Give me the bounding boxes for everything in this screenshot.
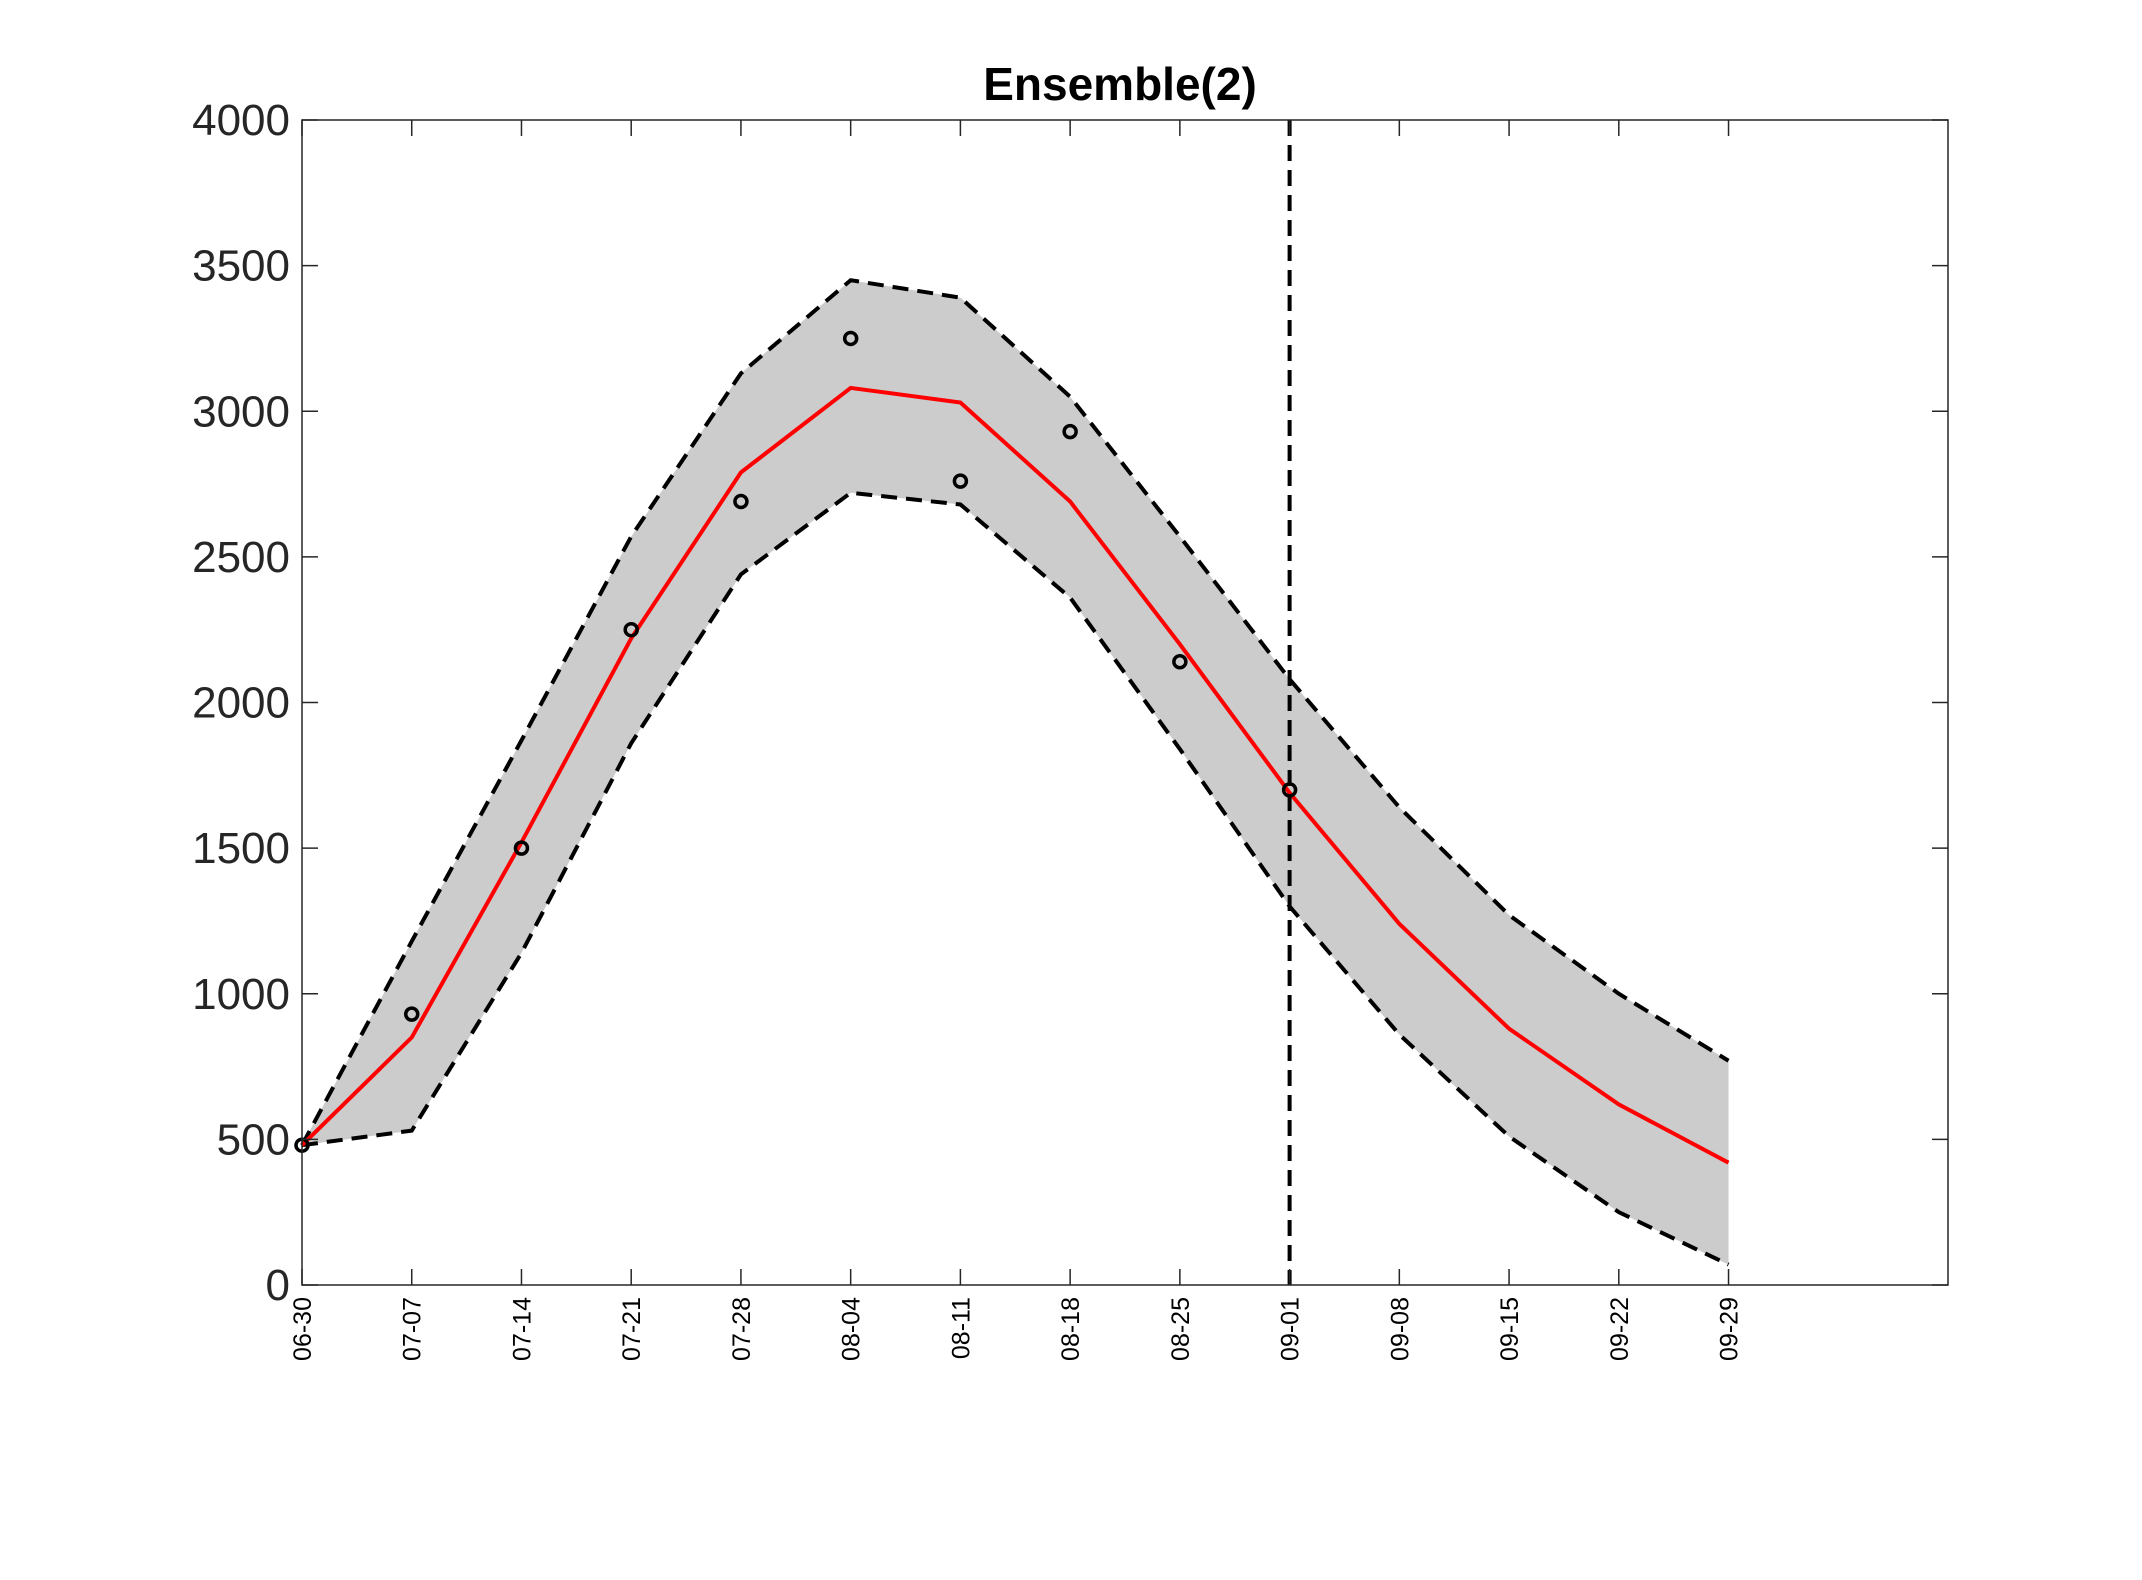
observed-point xyxy=(403,1006,420,1022)
y-tick-label: 2500 xyxy=(192,533,290,582)
x-tick-label: 08-18 xyxy=(1057,1297,1085,1361)
x-tick-label: 09-29 xyxy=(1716,1297,1744,1361)
confidence-band-layer xyxy=(302,280,1729,1265)
x-tick-label: 07-21 xyxy=(618,1297,646,1361)
x-tick-label: 07-07 xyxy=(399,1297,427,1361)
y-tick-label: 4000 xyxy=(192,96,290,145)
y-tick-label: 2000 xyxy=(192,679,290,728)
observed-point xyxy=(952,473,969,489)
chart-title: Ensemble(2) xyxy=(983,58,1257,110)
y-tick-label: 1500 xyxy=(192,824,290,873)
observed-point xyxy=(513,840,530,856)
lower-bound-line xyxy=(301,490,1730,1267)
observed-point xyxy=(842,330,859,347)
y-tick-label: 500 xyxy=(217,1115,290,1164)
y-tick-label: 0 xyxy=(266,1261,290,1310)
x-tick-label: 09-22 xyxy=(1606,1297,1634,1361)
mean-line xyxy=(300,385,1730,1165)
x-tick-label: 08-04 xyxy=(838,1297,866,1361)
x-tick-label: 08-11 xyxy=(947,1297,975,1359)
observed-point xyxy=(1062,423,1078,440)
observed-point xyxy=(623,621,639,638)
series-lines-layer xyxy=(300,120,1730,1285)
confidence-band xyxy=(302,280,1729,1265)
x-tick-label: 06-30 xyxy=(289,1297,317,1361)
axes-layer: 0 500 1000 1500 2000 2500 3000 3500 4000 06-30 07-… xyxy=(192,96,1949,1361)
x-tick-label: 08-25 xyxy=(1167,1297,1195,1361)
observed-point xyxy=(1172,653,1188,670)
x-tick-label: 07-14 xyxy=(508,1297,536,1361)
y-tick-label: 1000 xyxy=(192,970,290,1019)
y-tick-label: 3500 xyxy=(192,242,290,291)
observed-point xyxy=(1281,782,1298,798)
y-tick-label: 3000 xyxy=(192,387,290,436)
x-tick-label: 09-01 xyxy=(1277,1297,1305,1361)
x-tick-label: 09-08 xyxy=(1386,1297,1414,1361)
x-tick-label: 09-15 xyxy=(1496,1297,1524,1361)
observed-point xyxy=(733,493,749,510)
observed-points-layer xyxy=(294,330,1298,1153)
x-tick-label: 07-28 xyxy=(728,1297,756,1361)
